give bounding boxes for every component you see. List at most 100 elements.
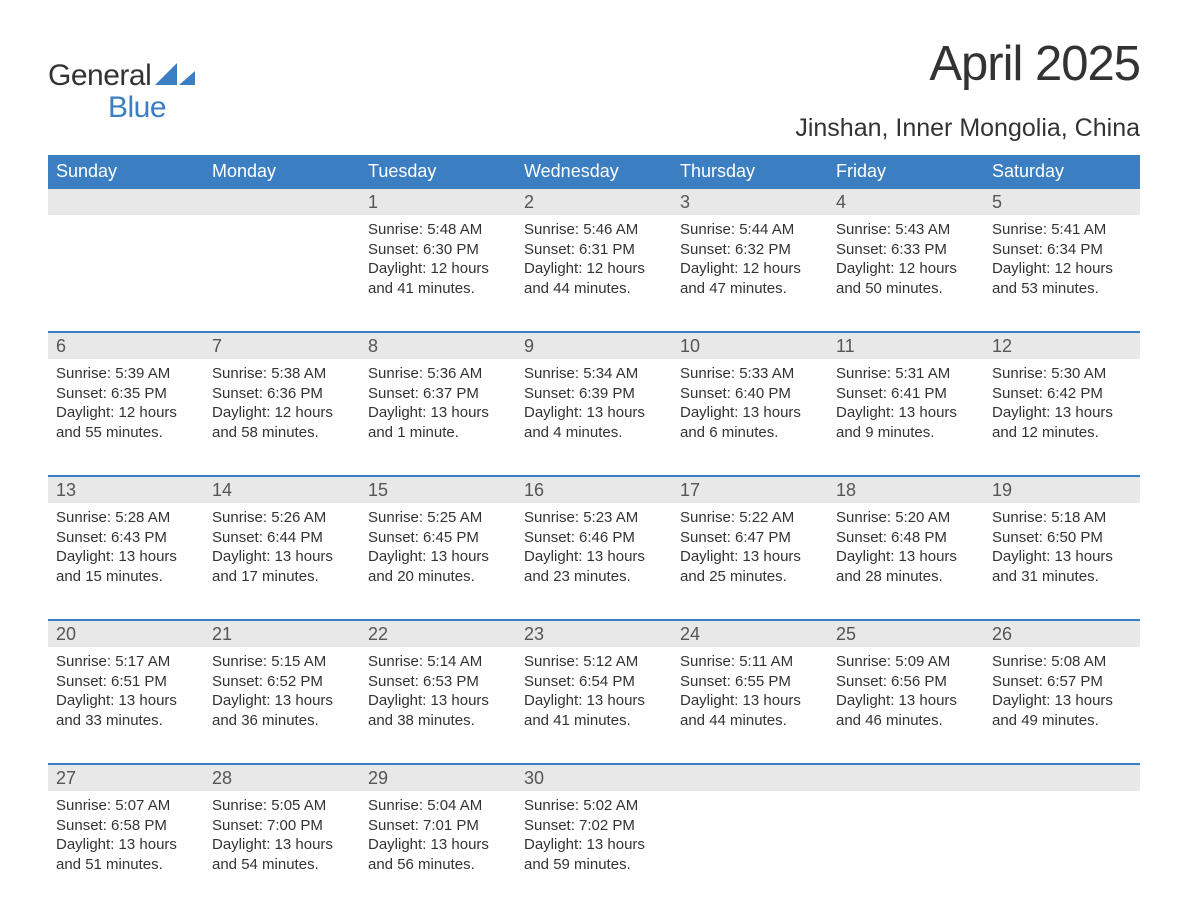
- daybody-row: Sunrise: 5:17 AMSunset: 6:51 PM Daylight:…: [48, 647, 1140, 749]
- day-cell: Sunrise: 5:02 AMSunset: 7:02 PMDaylight:…: [516, 791, 672, 893]
- day-cell: Sunrise: 5:31 AMSunset: 6:41 PMDaylight:…: [828, 359, 984, 461]
- week: 20212223242526Sunrise: 5:17 AMSunset: 6:…: [48, 619, 1140, 749]
- daynum-row: 13141516171819: [48, 477, 1140, 503]
- day-number: 13: [48, 477, 204, 503]
- day-number: 10: [672, 333, 828, 359]
- day-number: [48, 189, 204, 215]
- daylight-text: Daylight: 13 hours and 54 minutes.: [212, 835, 352, 874]
- daylight-text: Daylight: 13 hours and 1 minute.: [368, 403, 508, 442]
- day-cell: Sunrise: 5:36 AMSunset: 6:37 PMDaylight:…: [360, 359, 516, 461]
- sunrise-text: Sunrise: 5:26 AM: [212, 508, 352, 528]
- sunrise-text: Sunrise: 5:11 AM: [680, 652, 820, 672]
- day-number: 30: [516, 765, 672, 791]
- sunrise-text: Sunrise: 5:15 AM: [212, 652, 352, 672]
- sunrise-text: Sunrise: 5:48 AM: [368, 220, 508, 240]
- daylight-text: Daylight: 13 hours and 36 minutes.: [212, 691, 352, 730]
- day-number: 29: [360, 765, 516, 791]
- sunrise-text: Sunrise: 5:02 AM: [524, 796, 664, 816]
- sunrise-text: Sunrise: 5:34 AM: [524, 364, 664, 384]
- daylight-text: Daylight: 13 hours and 4 minutes.: [524, 403, 664, 442]
- day-cell: Sunrise: 5:41 AMSunset: 6:34 PMDaylight:…: [984, 215, 1140, 317]
- daylight-text: Daylight: 13 hours and 38 minutes.: [368, 691, 508, 730]
- sunrise-text: Sunrise: 5:18 AM: [992, 508, 1132, 528]
- sunrise-text: Sunrise: 5:04 AM: [368, 796, 508, 816]
- sunset-text: Sunset: 6:51 PM: [56, 672, 196, 692]
- sunset-text: Sunset: 6:33 PM: [836, 240, 976, 260]
- day-number: 21: [204, 621, 360, 647]
- day-number: 1: [360, 189, 516, 215]
- sunset-text: Sunset: 6:36 PM: [212, 384, 352, 404]
- title-block: April 2025 Jinshan, Inner Mongolia, Chin…: [795, 36, 1140, 143]
- daynum-row: 12345: [48, 189, 1140, 215]
- sunrise-text: Sunrise: 5:28 AM: [56, 508, 196, 528]
- sunrise-text: Sunrise: 5:23 AM: [524, 508, 664, 528]
- sunset-text: Sunset: 6:43 PM: [56, 528, 196, 548]
- daylight-text: Daylight: 13 hours and 17 minutes.: [212, 547, 352, 586]
- day-number: [984, 765, 1140, 791]
- sunset-text: Sunset: 6:45 PM: [368, 528, 508, 548]
- sunset-text: Sunset: 7:01 PM: [368, 816, 508, 836]
- daynum-row: 20212223242526: [48, 621, 1140, 647]
- day-number: 22: [360, 621, 516, 647]
- day-number: 25: [828, 621, 984, 647]
- day-cell: Sunrise: 5:46 AMSunset: 6:31 PMDaylight:…: [516, 215, 672, 317]
- day-cell: Sunrise: 5:38 AMSunset: 6:36 PMDaylight:…: [204, 359, 360, 461]
- day-cell: Sunrise: 5:22 AMSunset: 6:47 PMDaylight:…: [672, 503, 828, 605]
- daylight-text: Daylight: 13 hours and 23 minutes.: [524, 547, 664, 586]
- week: 27282930Sunrise: 5:07 AMSunset: 6:58 PMD…: [48, 763, 1140, 893]
- day-number: 17: [672, 477, 828, 503]
- sunset-text: Sunset: 6:56 PM: [836, 672, 976, 692]
- day-cell: [48, 215, 204, 317]
- sunrise-text: Sunrise: 5:17 AM: [56, 652, 196, 672]
- week: 12345Sunrise: 5:48 AMSunset: 6:30 PMDayl…: [48, 187, 1140, 317]
- daylight-text: Daylight: 12 hours and 55 minutes.: [56, 403, 196, 442]
- weekday-fri: Friday: [828, 155, 984, 187]
- day-number: [828, 765, 984, 791]
- sunset-text: Sunset: 7:00 PM: [212, 816, 352, 836]
- sunset-text: Sunset: 6:35 PM: [56, 384, 196, 404]
- daylight-text: Daylight: 13 hours and 44 minutes.: [680, 691, 820, 730]
- header: General Blue April 2025 Jinshan, Inner M…: [48, 36, 1140, 143]
- day-number: [672, 765, 828, 791]
- week: 6789101112Sunrise: 5:39 AMSunset: 6:35 P…: [48, 331, 1140, 461]
- day-cell: [828, 791, 984, 893]
- day-number: 19: [984, 477, 1140, 503]
- day-number: 6: [48, 333, 204, 359]
- day-cell: Sunrise: 5:05 AMSunset: 7:00 PMDaylight:…: [204, 791, 360, 893]
- daylight-text: Daylight: 13 hours and 31 minutes.: [992, 547, 1132, 586]
- sunrise-text: Sunrise: 5:39 AM: [56, 364, 196, 384]
- sunrise-text: Sunrise: 5:25 AM: [368, 508, 508, 528]
- day-number: 11: [828, 333, 984, 359]
- sunset-text: Sunset: 6:55 PM: [680, 672, 820, 692]
- sunset-text: Sunset: 6:46 PM: [524, 528, 664, 548]
- day-number: 18: [828, 477, 984, 503]
- daylight-text: Daylight: 13 hours and 56 minutes.: [368, 835, 508, 874]
- sunrise-text: Sunrise: 5:14 AM: [368, 652, 508, 672]
- logo-line2: Blue: [48, 92, 195, 124]
- daylight-text: Daylight: 12 hours and 58 minutes.: [212, 403, 352, 442]
- daylight-text: Daylight: 13 hours and 12 minutes.: [992, 403, 1132, 442]
- daylight-text: Daylight: 13 hours and 51 minutes.: [56, 835, 196, 874]
- sunrise-text: Sunrise: 5:36 AM: [368, 364, 508, 384]
- day-cell: Sunrise: 5:26 AMSunset: 6:44 PMDaylight:…: [204, 503, 360, 605]
- sunset-text: Sunset: 6:34 PM: [992, 240, 1132, 260]
- day-cell: Sunrise: 5:28 AMSunset: 6:43 PMDaylight:…: [48, 503, 204, 605]
- sunrise-text: Sunrise: 5:12 AM: [524, 652, 664, 672]
- daylight-text: Daylight: 12 hours and 41 minutes.: [368, 259, 508, 298]
- sunset-text: Sunset: 6:31 PM: [524, 240, 664, 260]
- sunrise-text: Sunrise: 5:46 AM: [524, 220, 664, 240]
- day-number: 5: [984, 189, 1140, 215]
- daybody-row: Sunrise: 5:48 AMSunset: 6:30 PMDaylight:…: [48, 215, 1140, 317]
- daybody-row: Sunrise: 5:39 AMSunset: 6:35 PMDaylight:…: [48, 359, 1140, 461]
- sunset-text: Sunset: 6:50 PM: [992, 528, 1132, 548]
- day-cell: [204, 215, 360, 317]
- day-cell: Sunrise: 5:15 AMSunset: 6:52 PMDaylight:…: [204, 647, 360, 749]
- day-cell: Sunrise: 5:33 AMSunset: 6:40 PMDaylight:…: [672, 359, 828, 461]
- day-cell: Sunrise: 5:08 AMSunset: 6:57 PMDaylight:…: [984, 647, 1140, 749]
- day-cell: Sunrise: 5:48 AMSunset: 6:30 PMDaylight:…: [360, 215, 516, 317]
- logo-line1: General: [48, 60, 151, 92]
- sunset-text: Sunset: 6:41 PM: [836, 384, 976, 404]
- sunset-text: Sunset: 6:53 PM: [368, 672, 508, 692]
- daylight-text: Daylight: 12 hours and 47 minutes.: [680, 259, 820, 298]
- sunset-text: Sunset: 6:42 PM: [992, 384, 1132, 404]
